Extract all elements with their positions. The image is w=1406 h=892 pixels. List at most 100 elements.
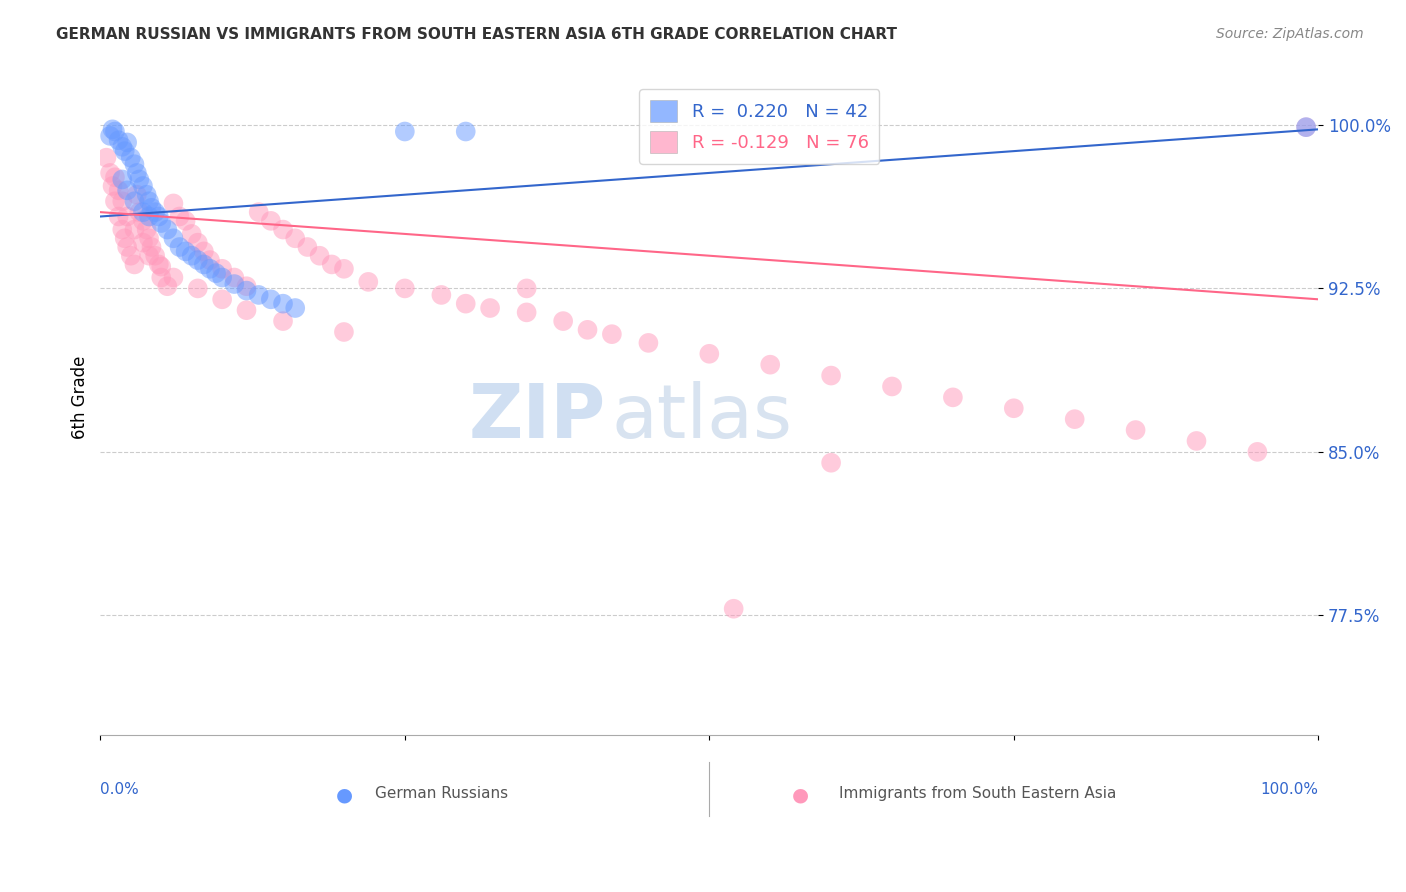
Point (321, 257, 343, 271)
Point (148, 257, 170, 271)
Text: Source: ZipAtlas.com: Source: ZipAtlas.com (1216, 27, 1364, 41)
Point (1246, 445, 1268, 459)
Point (115, 183, 138, 197)
Point (162, 196, 184, 211)
Point (132, 214, 155, 228)
Point (454, 296, 477, 310)
Point (308, 249, 330, 263)
Point (553, 314, 575, 328)
Text: ●: ● (336, 786, 353, 805)
Text: GERMAN RUSSIAN VS IMMIGRANTS FROM SOUTH EASTERN ASIA 6TH GRADE CORRELATION CHART: GERMAN RUSSIAN VS IMMIGRANTS FROM SOUTH … (56, 27, 897, 42)
Point (143, 249, 166, 263)
Text: Immigrants from South Eastern Asia: Immigrants from South Eastern Asia (838, 786, 1116, 801)
Point (135, 187, 157, 202)
Point (148, 210, 170, 224)
Point (107, 210, 129, 224)
Point (111, 172, 134, 186)
Point (333, 261, 356, 276)
Point (271, 296, 294, 310)
Point (104, 170, 127, 185)
Point (169, 210, 191, 224)
Point (150, 270, 173, 285)
Point (205, 266, 228, 280)
Point (1063, 412, 1085, 426)
Point (107, 183, 129, 197)
Point (174, 214, 197, 228)
Point (125, 166, 148, 180)
Point (430, 288, 453, 302)
Point (454, 124, 477, 138)
Point (1002, 401, 1025, 416)
Point (132, 205, 155, 219)
Point (198, 253, 221, 268)
Point (187, 253, 209, 268)
Y-axis label: 6th Grade: 6th Grade (72, 356, 89, 439)
Point (193, 257, 215, 271)
Point (235, 303, 257, 318)
Point (128, 205, 150, 219)
Point (125, 187, 148, 202)
Point (479, 301, 502, 315)
Point (132, 179, 155, 194)
Point (187, 235, 209, 250)
Point (104, 194, 127, 209)
Point (516, 305, 538, 319)
Point (260, 214, 283, 228)
Point (942, 390, 965, 404)
Point (759, 358, 782, 372)
Point (193, 244, 215, 259)
Point (357, 275, 380, 289)
Point (235, 284, 257, 298)
Legend: R =  0.220   N = 42, R = -0.129   N = 76: R = 0.220 N = 42, R = -0.129 N = 76 (640, 89, 879, 163)
Point (1125, 423, 1147, 437)
Point (820, 368, 842, 383)
Point (271, 314, 294, 328)
Point (132, 235, 155, 250)
Point (115, 210, 138, 224)
Point (880, 379, 903, 393)
Point (394, 124, 416, 138)
Point (96, 151, 118, 165)
Point (124, 257, 146, 271)
Point (124, 157, 146, 171)
Point (180, 227, 202, 241)
Point (1295, 120, 1317, 135)
Point (111, 194, 134, 209)
Point (141, 201, 163, 215)
Point (135, 222, 157, 236)
Text: atlas: atlas (612, 381, 793, 454)
Point (101, 179, 124, 194)
Point (224, 270, 246, 285)
Point (104, 124, 127, 138)
Point (1295, 120, 1317, 135)
Point (111, 140, 134, 154)
Point (169, 240, 191, 254)
Text: 100.0%: 100.0% (1260, 782, 1319, 797)
Point (141, 240, 163, 254)
Point (124, 222, 146, 236)
Point (156, 222, 179, 236)
Point (723, 601, 745, 615)
Point (174, 244, 197, 259)
Point (98, 166, 121, 180)
Point (120, 249, 142, 263)
Point (260, 293, 283, 307)
Point (284, 231, 307, 245)
Point (211, 261, 233, 276)
Point (138, 194, 160, 209)
Point (143, 205, 166, 219)
Point (124, 194, 146, 209)
Point (271, 222, 294, 236)
Point (101, 122, 124, 136)
Point (820, 456, 842, 470)
Point (111, 222, 134, 236)
Point (115, 240, 138, 254)
Point (247, 205, 270, 219)
Point (516, 281, 538, 295)
Text: 0.0%: 0.0% (100, 782, 139, 797)
Point (150, 216, 173, 230)
Point (150, 260, 173, 274)
Point (576, 323, 599, 337)
Point (138, 210, 160, 224)
Point (114, 231, 136, 245)
